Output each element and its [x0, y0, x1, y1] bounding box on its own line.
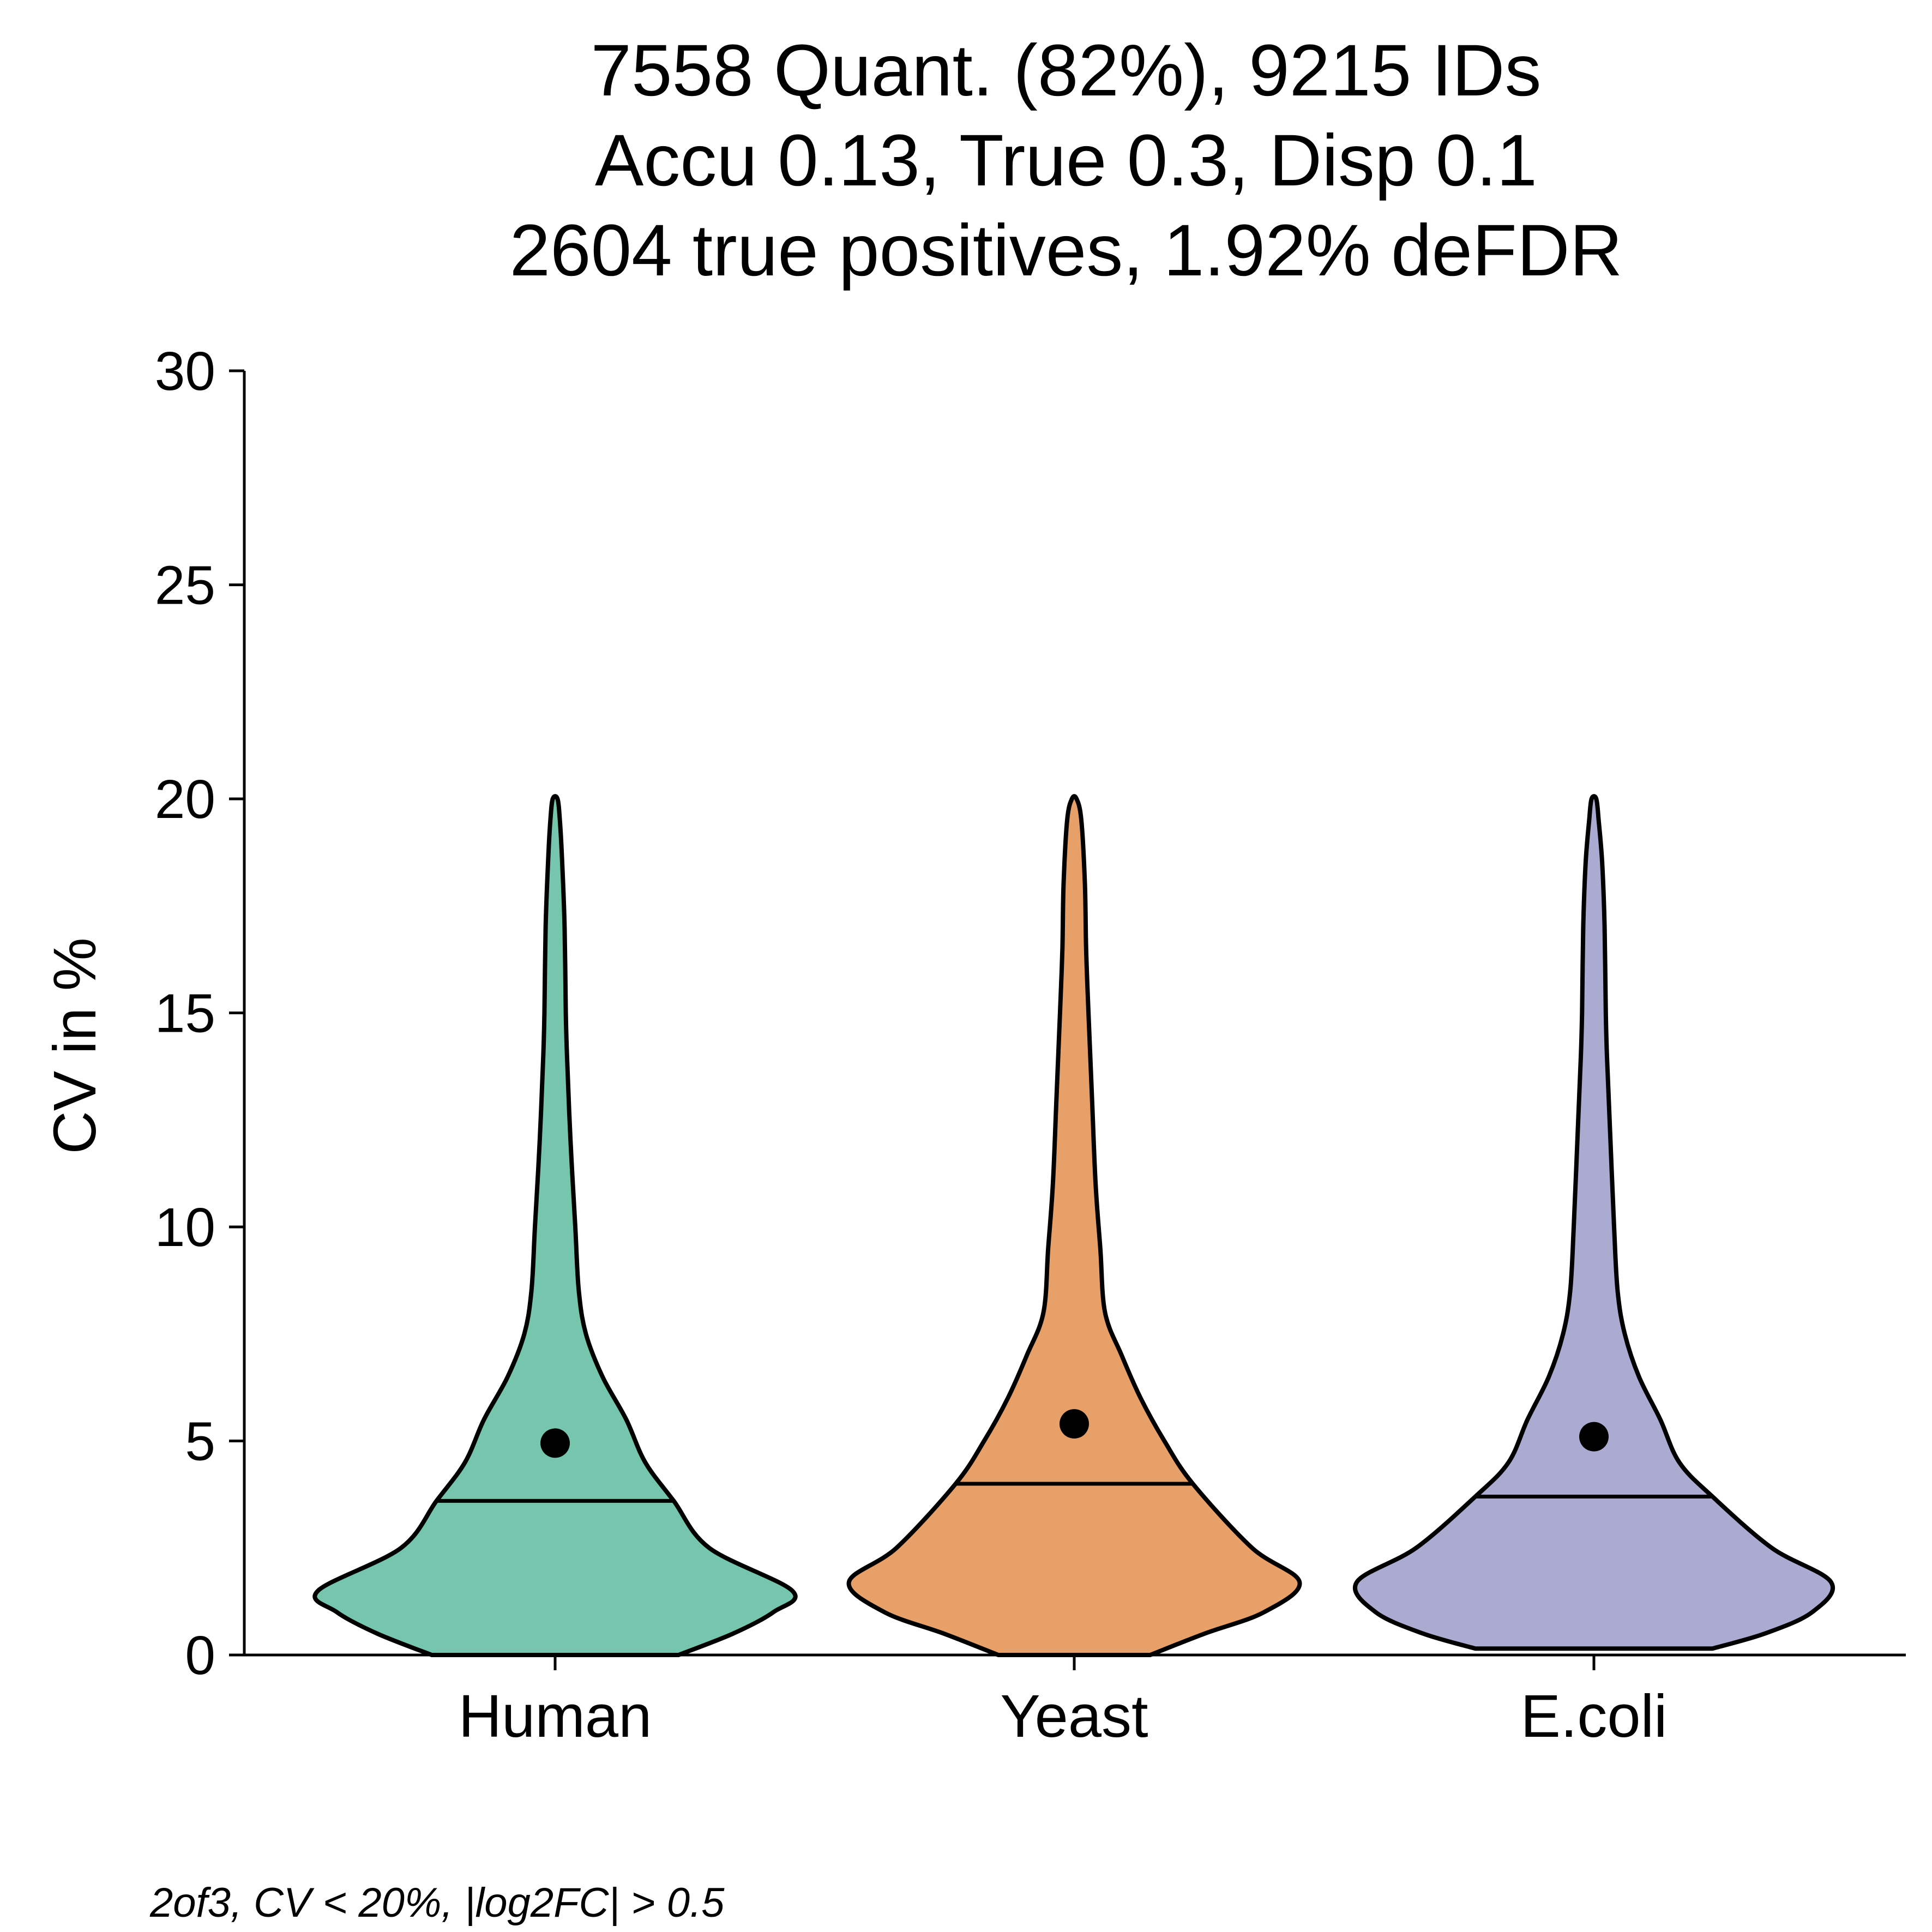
chart-title: 7558 Quant. (82%), 9215 IDs Accu 0.13, T…	[510, 30, 1623, 291]
title-line-3: 2604 true positives, 1.92% deFDR	[510, 210, 1623, 291]
x-tick-label: E.coli	[1521, 1683, 1668, 1750]
violins	[312, 794, 1835, 1657]
x-axis-ticks: Human Yeast E.coli	[459, 1655, 1668, 1750]
y-tick-label: 0	[185, 1625, 215, 1686]
violin-human	[312, 794, 798, 1657]
mean-point	[1060, 1409, 1089, 1439]
y-axis-title: CV in %	[41, 937, 109, 1154]
y-tick-label: 20	[155, 769, 215, 830]
y-tick-label: 15	[155, 983, 215, 1044]
x-tick-label: Human	[459, 1683, 652, 1750]
x-tick-label: Yeast	[1000, 1683, 1148, 1750]
violin-yeast	[846, 794, 1302, 1657]
y-tick-label: 25	[155, 555, 215, 616]
y-tick-label: 5	[185, 1411, 215, 1472]
mean-point	[1579, 1422, 1609, 1452]
violin-ecoli	[1352, 794, 1835, 1651]
title-line-2: Accu 0.13, True 0.3, Disp 0.1	[595, 120, 1537, 201]
title-line-1: 7558 Quant. (82%), 9215 IDs	[591, 30, 1541, 111]
caption: 2of3, CV < 20%, |log2FC| > 0.5	[149, 1880, 725, 1926]
y-tick-label: 30	[155, 341, 215, 402]
y-axis-ticks: 0 5 10 15 20 25 30	[155, 341, 244, 1686]
mean-point	[540, 1428, 570, 1458]
y-tick-label: 10	[155, 1197, 215, 1258]
